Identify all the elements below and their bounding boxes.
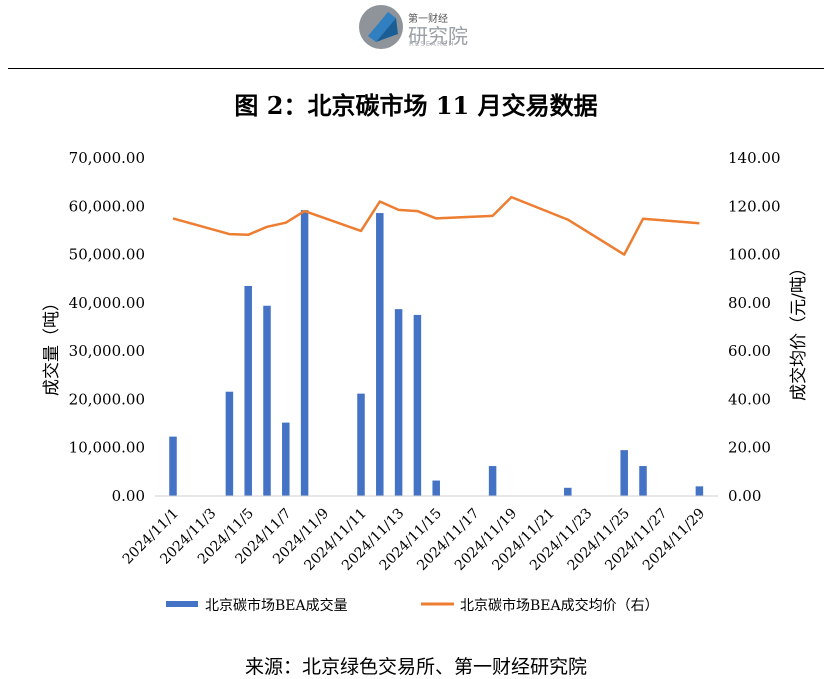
y-right-tick-label: 0.00 <box>728 487 761 505</box>
y-right-tick-label: 40.00 <box>728 390 771 408</box>
y-axis-left: 0.00 10,000.00 20,000.00 30,000.00 40,000.00… <box>69 149 145 505</box>
legend: 北京碳市场BEA成交量 北京碳市场BEA成交均价（右） <box>166 597 659 614</box>
legend-line-label: 北京碳市场BEA成交均价（右） <box>460 597 659 614</box>
y-right-tick-label: 80.00 <box>728 294 771 312</box>
volume-bar <box>226 392 234 496</box>
volume-bar <box>395 309 403 496</box>
y-right-tick-label: 140.00 <box>728 149 781 167</box>
y-left-tick-label: 60,000.00 <box>69 197 145 215</box>
y-left-tick-label: 50,000.00 <box>69 246 145 264</box>
legend-bar-label: 北京碳市场BEA成交量 <box>205 597 348 614</box>
volume-bar <box>357 394 365 496</box>
avg-price-line <box>173 197 699 255</box>
volume-bar <box>620 450 628 496</box>
y-left-tick-label: 10,000.00 <box>69 439 145 457</box>
volume-bar <box>282 423 290 496</box>
volume-bar <box>489 466 497 496</box>
y-left-tick-label: 70,000.00 <box>69 149 145 167</box>
y-axis-left-label: 成交量（吨） <box>42 294 62 396</box>
y-right-tick-label: 120.00 <box>728 197 781 215</box>
y-left-tick-label: 0.00 <box>112 487 145 505</box>
volume-bar <box>564 488 572 496</box>
y-right-tick-label: 20.00 <box>728 439 771 457</box>
y-axis-right: 0.00 20.00 40.00 60.00 80.00 100.00 120.00 140.… <box>728 149 781 505</box>
volume-bar <box>376 213 384 496</box>
source-note: 来源：北京绿色交易所、第一财经研究院 <box>0 652 832 679</box>
volume-bar <box>244 286 252 496</box>
volume-bar <box>169 437 177 496</box>
volume-bar <box>696 486 704 496</box>
volume-bar <box>432 481 440 496</box>
y-left-tick-label: 20,000.00 <box>69 390 145 408</box>
volume-bar <box>639 466 647 496</box>
y-right-tick-label: 60.00 <box>728 342 771 360</box>
legend-bar-swatch <box>166 601 198 607</box>
volume-bar <box>301 210 309 496</box>
y-right-tick-label: 100.00 <box>728 246 781 264</box>
x-axis: 2024/11/12024/11/32024/11/52024/11/72024… <box>120 506 708 574</box>
y-axis-right-label: 成交均价（元/吨） <box>789 259 809 401</box>
chart: 0.00 10,000.00 20,000.00 30,000.00 40,000.00… <box>0 0 832 640</box>
volume-bar <box>414 315 422 496</box>
y-left-tick-label: 30,000.00 <box>69 342 145 360</box>
volume-bar <box>263 306 271 496</box>
line-series <box>173 197 699 255</box>
y-left-tick-label: 40,000.00 <box>69 294 145 312</box>
